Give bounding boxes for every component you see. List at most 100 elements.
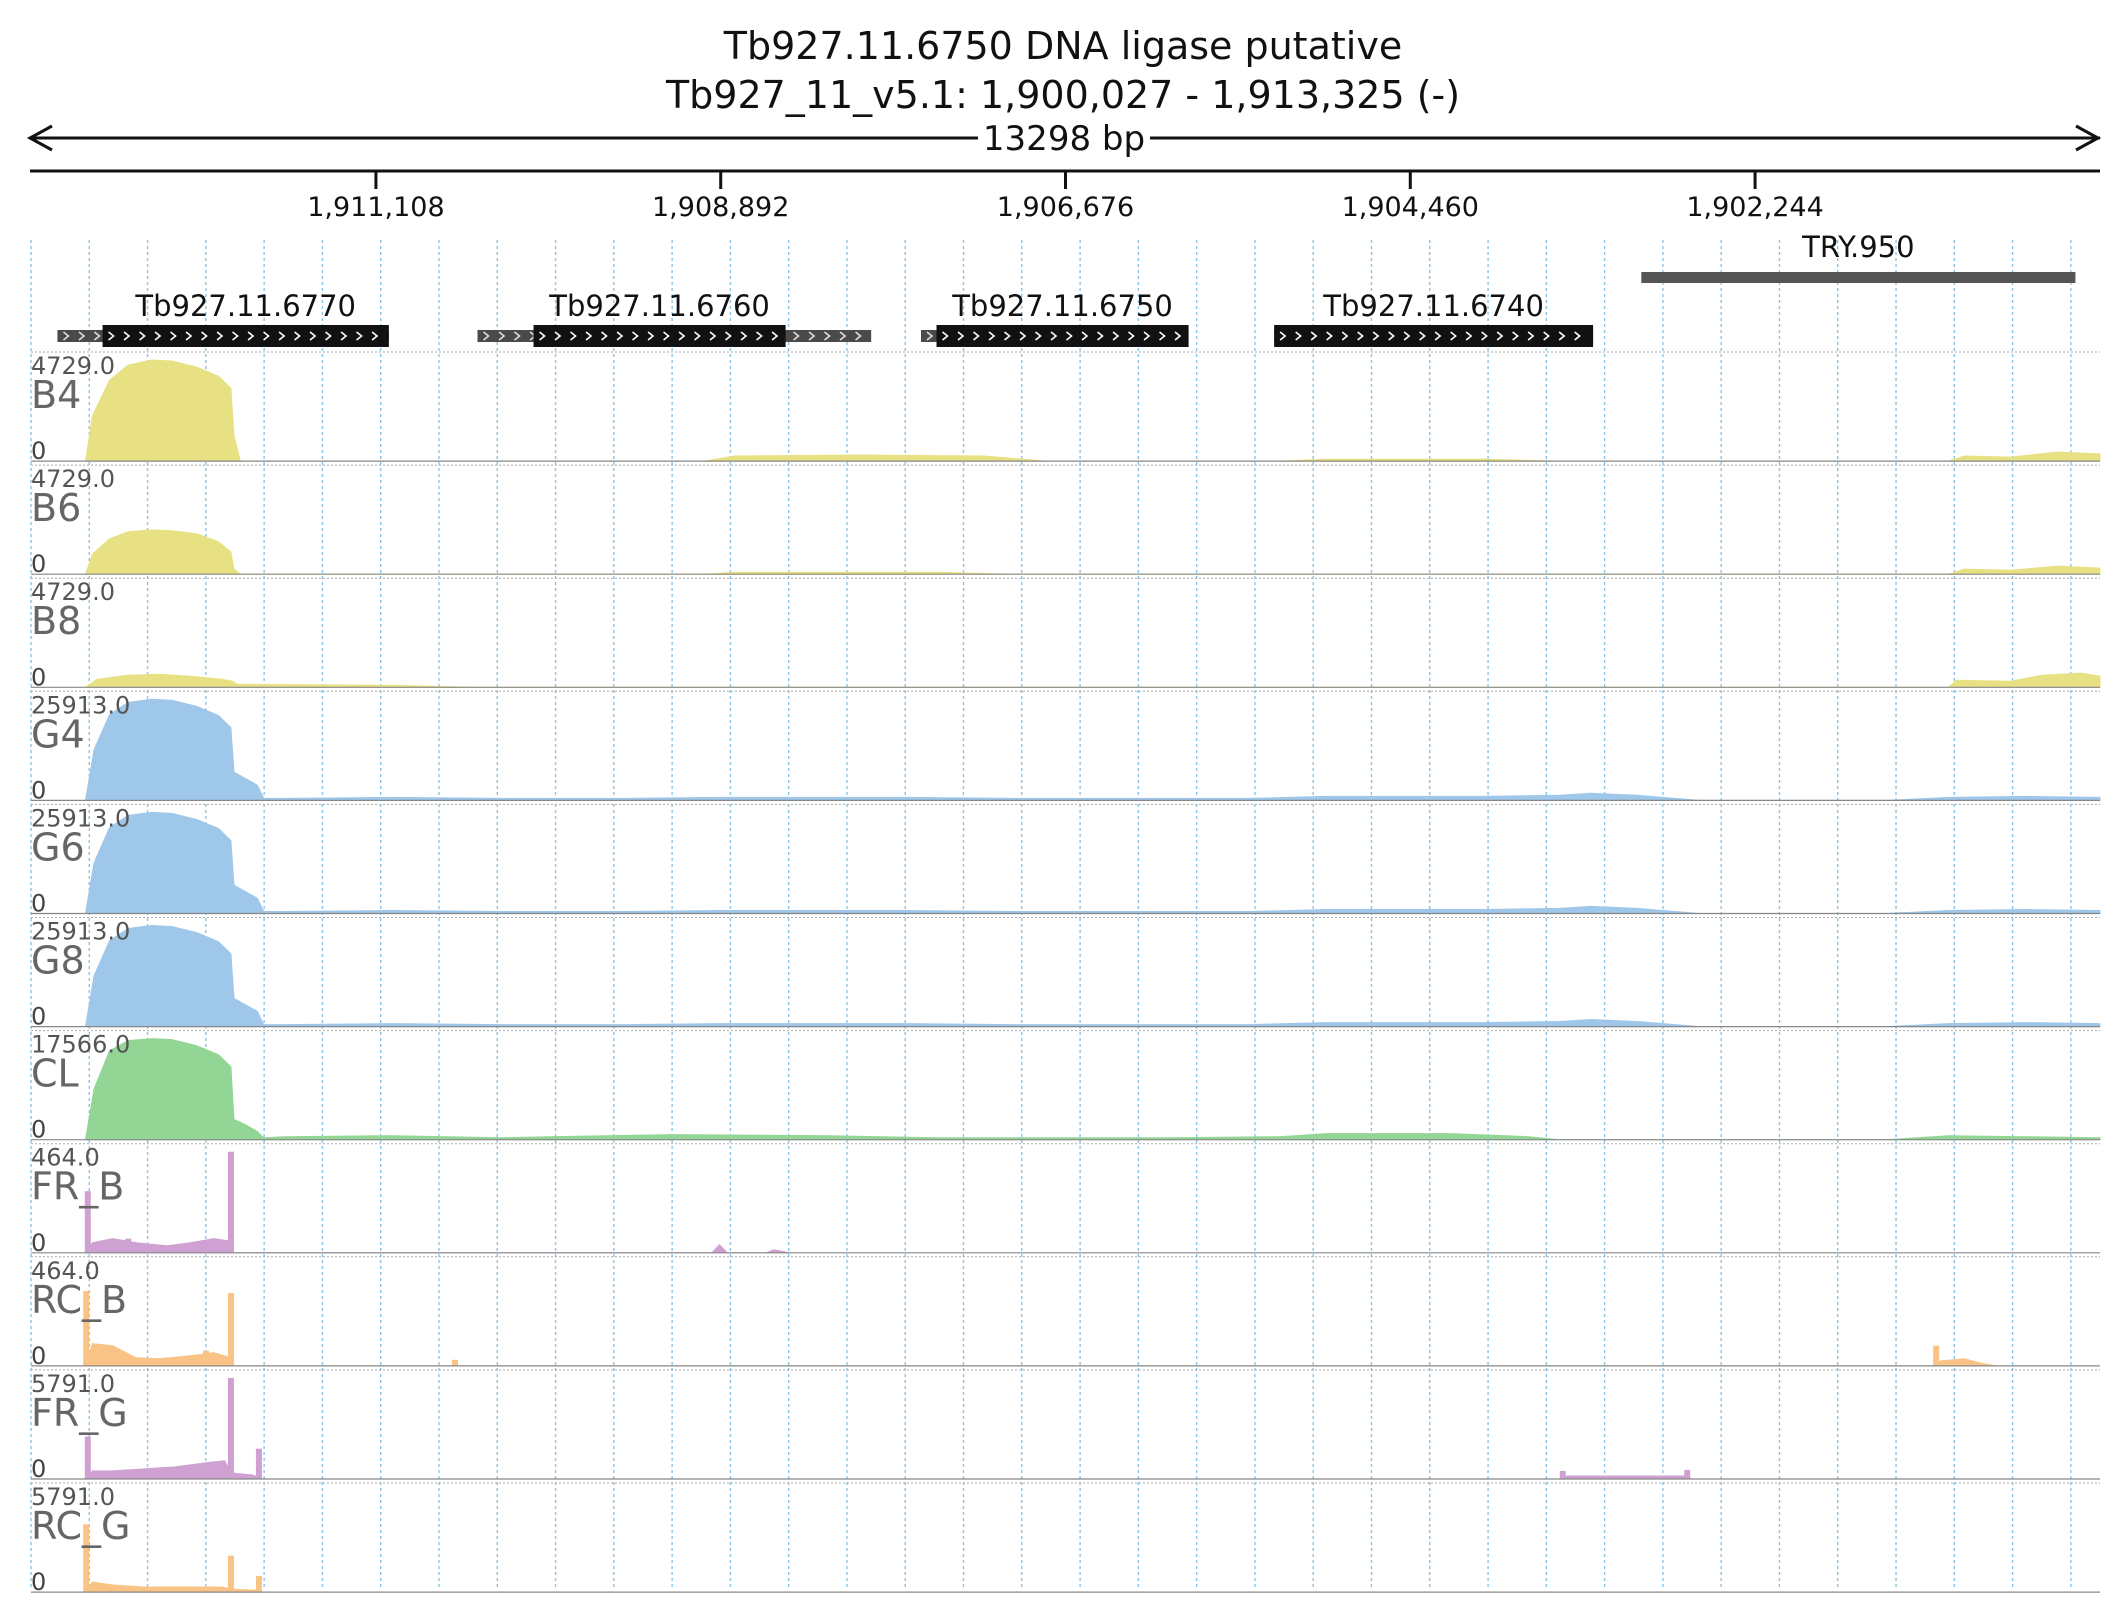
gene-model[interactable]: Tb927.11.6760	[477, 289, 872, 347]
strand-chevron-icon	[1574, 331, 1581, 341]
strand-chevron-icon	[771, 331, 779, 341]
strand-chevron-icon	[1310, 331, 1318, 341]
gene-model[interactable]: Tb927.11.6750	[920, 289, 1189, 347]
strand-chevron-icon	[201, 331, 208, 341]
strand-chevron-icon	[694, 331, 701, 341]
track-rc-g: 5791.0RC_G 0	[31, 1482, 2100, 1596]
track-zero-label: 0	[31, 776, 46, 804]
strand-chevron-icon	[1174, 331, 1182, 341]
track-max-label: 464.0	[31, 1144, 100, 1172]
track-max-label: 17566.0	[31, 1031, 130, 1059]
strand-chevron-icon	[93, 331, 101, 341]
strand-chevron-icon	[585, 331, 593, 341]
strand-chevron-icon	[1434, 331, 1442, 341]
feature-label: TRY.950	[1801, 230, 1914, 264]
track-max-label: 464.0	[31, 1257, 100, 1285]
coverage-tracks: 4729.0B404729.0B604729.0B8025913.0G40259…	[31, 351, 2101, 1596]
track-name: CL	[31, 1052, 79, 1096]
track-name: RC_G	[31, 1504, 131, 1548]
strand-chevron-icon	[740, 331, 748, 341]
span-length-label: 13298 bp	[983, 119, 1145, 159]
coverage-area	[85, 811, 2101, 914]
strand-chevron-icon	[1004, 331, 1011, 341]
track-zero-label: 0	[31, 1003, 46, 1031]
gene-model[interactable]: Tb927.11.6770	[57, 289, 389, 347]
coverage-spike	[203, 1350, 210, 1366]
strand-chevron-icon	[839, 331, 847, 341]
gene-label: Tb927.11.6750	[951, 289, 1173, 323]
track-rc-b: 464.0RC_B 0	[31, 1256, 2100, 1370]
strand-chevron-icon	[325, 331, 332, 341]
strand-chevron-icon	[340, 331, 348, 341]
strand-chevron-icon	[855, 331, 862, 341]
strand-chevron-icon	[1128, 331, 1135, 341]
strand-chevron-icon	[1450, 331, 1457, 341]
coverage-spike	[227, 1555, 234, 1593]
strand-chevron-icon	[483, 331, 490, 341]
coverage-spike	[125, 1238, 132, 1253]
gene-cds	[1274, 325, 1594, 347]
strand-chevron-icon	[1357, 331, 1364, 341]
coverage-area	[85, 1343, 1996, 1367]
gene-track: Tb927.11.6770 Tb927.11.6760 Tb927.11.6750 T…	[57, 289, 1594, 347]
track-name: RC_B	[31, 1278, 127, 1322]
strand-chevron-icon	[1279, 331, 1287, 341]
gene-label: Tb927.11.6740	[1322, 289, 1544, 323]
strand-chevron-icon	[1372, 331, 1380, 341]
ruler-tick-label: 1,902,244	[1686, 192, 1823, 223]
strand-chevron-icon	[616, 331, 624, 341]
strand-chevron-icon	[1465, 331, 1473, 341]
strand-chevron-icon	[185, 331, 193, 341]
track-b8: 4729.0B8 0	[31, 577, 2101, 691]
strand-chevron-icon	[309, 331, 317, 341]
strand-chevron-icon	[1481, 331, 1488, 341]
track-zero-label: 0	[31, 1568, 46, 1596]
gene-model[interactable]: Tb927.11.6740	[1274, 289, 1594, 347]
coverage-area	[85, 1581, 263, 1593]
strand-chevron-icon	[570, 331, 577, 341]
coverage-spike	[1684, 1469, 1691, 1479]
gene-cds	[533, 325, 786, 347]
gene-title: Tb927.11.6750 DNA ligase putative	[723, 24, 1402, 68]
strand-chevron-icon	[498, 331, 506, 341]
track-b6: 4729.0B6 0	[31, 464, 2101, 578]
strand-chevron-icon	[678, 331, 686, 341]
strand-chevron-icon	[1050, 331, 1058, 341]
track-max-label: 25913.0	[31, 804, 130, 832]
track-max-label: 25913.0	[31, 918, 130, 946]
strand-chevron-icon	[1558, 331, 1566, 341]
coverage-area	[85, 1038, 2101, 1141]
strand-chevron-icon	[247, 331, 255, 341]
ruler-tick-label: 1,911,108	[307, 192, 444, 223]
ruler-tick-label: 1,906,676	[997, 192, 1134, 223]
strand-chevron-icon	[1512, 331, 1519, 341]
strand-chevron-icon	[1295, 331, 1302, 341]
track-name: G8	[31, 939, 85, 983]
strand-chevron-icon	[514, 331, 521, 341]
coverage-spike	[255, 1575, 262, 1593]
coverage-spike	[227, 1377, 234, 1479]
strand-chevron-icon	[601, 331, 608, 341]
coverage-spike	[255, 1448, 262, 1479]
gene-cds	[102, 325, 389, 347]
track-g4: 25913.0G4 0	[31, 690, 2101, 804]
strand-chevron-icon	[793, 331, 800, 341]
strand-chevron-icon	[216, 331, 224, 341]
span-left-arrow-icon	[26, 124, 53, 152]
track-name: G6	[31, 825, 85, 869]
track-name: FR_B	[31, 1165, 124, 1209]
track-zero-label: 0	[31, 663, 46, 691]
strand-chevron-icon	[1081, 331, 1089, 341]
strand-chevron-icon	[1388, 331, 1395, 341]
track-max-label: 4729.0	[31, 352, 115, 380]
track-name: FR_G	[31, 1391, 128, 1435]
track-name: B6	[31, 486, 81, 530]
strand-chevron-icon	[1159, 331, 1166, 341]
strand-chevron-icon	[709, 331, 717, 341]
track-zero-label: 0	[31, 890, 46, 918]
track-zero-label: 0	[31, 550, 46, 578]
strand-chevron-icon	[824, 331, 831, 341]
coverage-area	[85, 924, 2101, 1028]
track-name: B8	[31, 599, 81, 643]
strand-chevron-icon	[1403, 331, 1411, 341]
